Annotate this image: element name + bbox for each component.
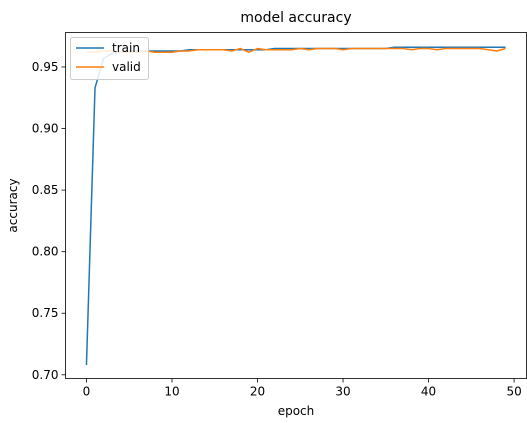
x-tick-label: 20 — [250, 385, 265, 399]
legend-train-label: train — [112, 41, 140, 55]
legend-valid-label: valid — [112, 60, 141, 74]
x-axis-label: epoch — [278, 404, 315, 418]
y-tick-label: 0.90 — [32, 122, 59, 136]
chart-title: model accuracy — [240, 10, 351, 26]
x-tick-label: 10 — [164, 385, 179, 399]
y-axis: 0.70 0.75 0.80 0.85 0.90 0.95 — [32, 60, 66, 382]
x-axis: 0 10 20 30 40 50 — [83, 378, 522, 399]
plot-frame — [65, 32, 527, 379]
series-line-train — [85, 46, 506, 365]
x-tick-label: 40 — [421, 385, 436, 399]
y-tick-label: 0.95 — [32, 60, 59, 74]
plot-area — [65, 32, 527, 379]
x-tick-label: 50 — [506, 385, 521, 399]
legend: train valid — [70, 37, 149, 80]
x-tick-label: 0 — [83, 385, 91, 399]
series-line-valid — [86, 47, 506, 53]
x-tick-label: 30 — [335, 385, 350, 399]
y-tick-label: 0.80 — [32, 245, 59, 259]
y-axis-label: accuracy — [6, 178, 20, 232]
series-layer — [85, 46, 506, 365]
y-tick-label: 0.70 — [32, 368, 59, 382]
y-tick-label: 0.75 — [32, 306, 59, 320]
y-tick-label: 0.85 — [32, 183, 59, 197]
